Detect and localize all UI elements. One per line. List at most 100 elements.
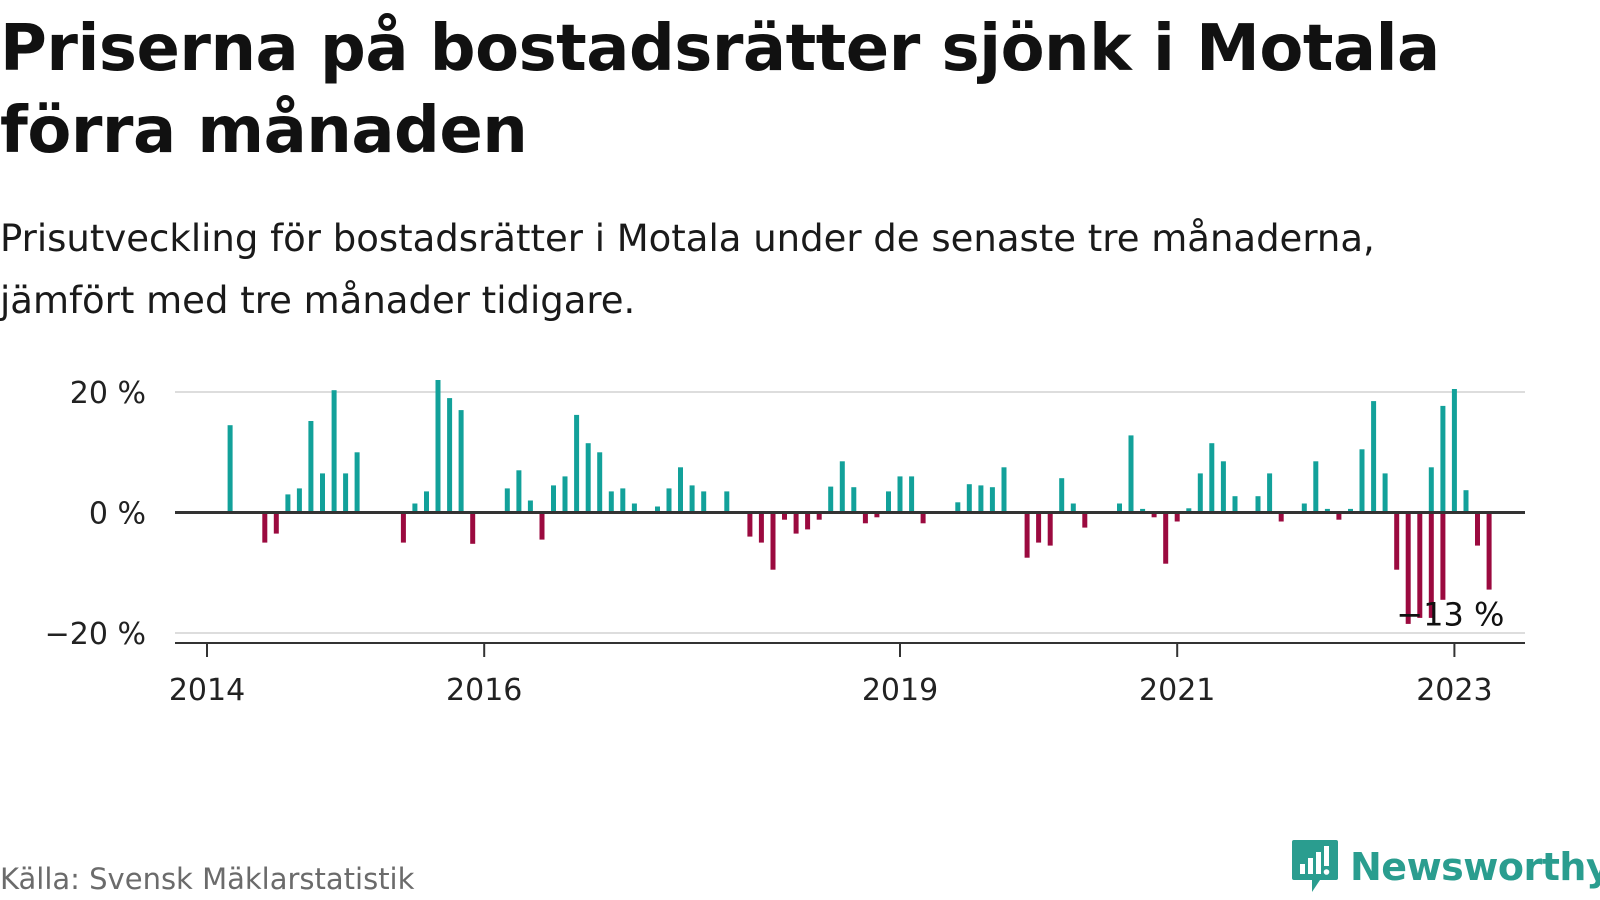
bars <box>227 380 1492 624</box>
bar <box>1001 467 1007 513</box>
bar <box>909 476 915 513</box>
bar <box>1232 496 1238 513</box>
bar <box>631 503 637 513</box>
bar <box>747 512 753 537</box>
bar <box>574 414 580 513</box>
bar <box>1324 508 1330 513</box>
gridlines <box>175 391 1525 634</box>
bar <box>805 512 811 530</box>
bar <box>1209 443 1215 513</box>
bar <box>447 398 453 513</box>
bar <box>458 410 464 513</box>
bar <box>886 491 891 513</box>
bar <box>793 512 799 534</box>
bar <box>1186 508 1192 513</box>
bar <box>689 485 695 513</box>
bar <box>978 485 984 513</box>
bar <box>1371 401 1377 513</box>
bar <box>897 476 903 513</box>
bar <box>678 467 683 513</box>
bar <box>701 491 707 513</box>
bar <box>320 473 325 513</box>
bar <box>1117 503 1122 513</box>
bar <box>1220 461 1226 513</box>
bar <box>1440 405 1446 513</box>
bar <box>1197 473 1203 513</box>
bar <box>1417 512 1423 618</box>
bar <box>285 494 291 513</box>
bar <box>655 506 660 513</box>
bar <box>343 473 349 513</box>
bar <box>1082 512 1088 528</box>
bar <box>862 512 868 524</box>
bar <box>1451 389 1457 513</box>
bar <box>1405 512 1411 624</box>
bar <box>412 503 418 513</box>
bar <box>1070 503 1076 513</box>
bar <box>1428 467 1434 513</box>
bar <box>585 443 591 513</box>
bar <box>1267 473 1273 513</box>
chart-speech-bubble-icon <box>1292 840 1338 892</box>
bar <box>562 476 568 513</box>
bar <box>782 512 787 520</box>
bar <box>816 512 822 520</box>
bar <box>608 491 614 513</box>
bar <box>273 512 279 534</box>
bar <box>839 461 845 513</box>
bar <box>1394 512 1400 570</box>
bar <box>1428 512 1434 618</box>
bar <box>1174 512 1180 522</box>
bar <box>527 500 533 513</box>
x-tick-label: 2021 <box>1139 673 1215 708</box>
bar <box>989 487 995 513</box>
axes <box>175 511 1525 657</box>
bar <box>539 512 545 540</box>
chart-subtitle: Prisutveckling för bostadsrätter i Motal… <box>0 217 1375 322</box>
bar <box>1313 461 1319 513</box>
x-tick-label: 2023 <box>1416 673 1492 708</box>
last-value-annotation: −13 % <box>1396 596 1504 634</box>
bar <box>770 512 776 570</box>
bar <box>851 487 857 513</box>
bar <box>1359 449 1365 513</box>
y-tick-label: 0 % <box>89 497 146 532</box>
bar-chart: 20 % 0 % −20 % 2014 2016 2019 2021 2023 −13 % <box>45 380 1525 708</box>
bar <box>1382 473 1388 513</box>
brand-logo: Newsworthy <box>1290 838 1600 896</box>
bar <box>1036 512 1042 543</box>
bar <box>724 491 730 513</box>
bar <box>504 488 510 513</box>
bar <box>1163 512 1169 564</box>
bar <box>1059 478 1065 513</box>
bar <box>516 470 522 513</box>
bar <box>1486 512 1492 590</box>
x-tick-label: 2019 <box>862 673 938 708</box>
bar <box>1336 512 1342 520</box>
x-tick-label: 2014 <box>169 673 245 708</box>
bar <box>424 491 429 513</box>
source-note: Källa: Svensk Mäklarstatistik <box>0 862 415 896</box>
bar <box>227 425 233 513</box>
bar <box>874 512 880 518</box>
bar <box>1255 496 1261 513</box>
chart-title: Priserna på bostadsrätter sjönk i Motala… <box>0 12 1440 168</box>
bar <box>966 484 972 513</box>
bar <box>1151 512 1157 518</box>
bar <box>1301 503 1307 513</box>
bar <box>400 512 406 543</box>
bar <box>955 502 961 513</box>
bar <box>1140 508 1146 513</box>
bar <box>828 486 834 513</box>
bar <box>1463 490 1469 513</box>
bar <box>1348 508 1353 513</box>
bar <box>354 452 360 513</box>
bar <box>1128 435 1134 513</box>
bar <box>1024 512 1030 558</box>
y-tick-label: 20 % <box>70 380 146 411</box>
bar <box>1440 512 1446 600</box>
bar <box>435 380 441 513</box>
bar <box>296 488 302 513</box>
y-tick-label: −20 % <box>45 617 146 652</box>
bar <box>920 512 926 524</box>
